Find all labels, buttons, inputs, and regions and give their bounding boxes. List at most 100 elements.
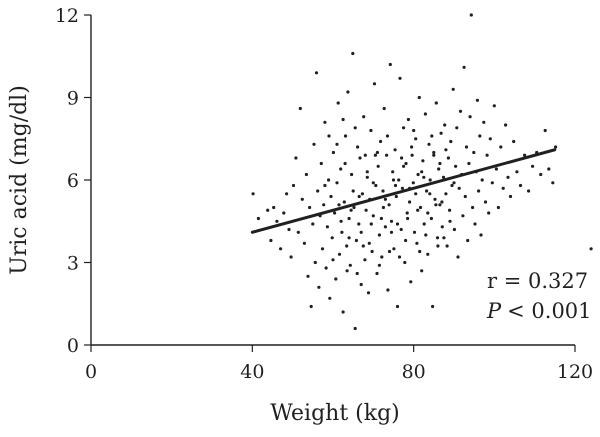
data-point: [375, 271, 379, 276]
data-point: [441, 175, 446, 179]
data-point: [383, 225, 387, 229]
data-point: [382, 106, 386, 111]
data-point: [337, 203, 341, 207]
data-point: [333, 211, 337, 215]
data-point: [469, 13, 473, 17]
data-point: [543, 128, 547, 133]
data-point: [415, 241, 419, 245]
y-tick-label: 12: [55, 5, 79, 27]
y-axis-ticks: 0 3 6 9 12: [55, 5, 91, 357]
y-tick-label: 6: [67, 170, 79, 192]
data-point: [448, 208, 452, 212]
data-point: [377, 263, 381, 267]
data-point: [523, 153, 527, 157]
data-point: [371, 181, 375, 185]
data-point: [341, 117, 345, 122]
data-point: [353, 126, 357, 130]
data-point: [426, 252, 430, 256]
data-point: [428, 178, 432, 182]
data-point: [427, 142, 431, 146]
data-point: [412, 128, 416, 133]
data-point: [285, 192, 289, 196]
data-point: [485, 153, 489, 157]
data-point: [589, 247, 593, 251]
data-point: [360, 192, 364, 196]
data-point: [416, 208, 420, 212]
data-point: [251, 192, 255, 196]
data-point: [322, 203, 326, 207]
data-point: [354, 238, 358, 243]
data-point: [423, 112, 427, 116]
data-point: [349, 208, 353, 212]
data-point: [414, 137, 418, 141]
data-point: [449, 139, 453, 144]
data-point: [421, 159, 425, 163]
y-tick-label: 3: [67, 253, 79, 275]
data-point: [370, 249, 374, 254]
data-point: [402, 126, 406, 130]
y-tick-label: 9: [67, 88, 79, 110]
data-point: [472, 150, 476, 155]
data-point: [389, 219, 394, 223]
data-point: [394, 194, 398, 199]
data-point: [353, 326, 357, 331]
data-point: [462, 65, 466, 69]
data-point: [331, 150, 335, 155]
data-point: [340, 230, 344, 234]
data-point: [302, 241, 306, 245]
data-point: [402, 164, 406, 168]
data-point: [376, 164, 380, 168]
data-point: [417, 95, 421, 100]
data-point: [400, 156, 404, 160]
data-point: [328, 296, 332, 300]
data-point: [361, 244, 365, 248]
data-point: [316, 189, 320, 193]
data-point: [351, 189, 355, 193]
data-point: [418, 249, 422, 254]
data-point: [335, 181, 339, 185]
data-point: [365, 170, 369, 174]
data-point: [499, 145, 503, 149]
data-point: [289, 255, 293, 259]
data-point: [336, 101, 340, 105]
data-point: [436, 244, 440, 248]
data-point: [335, 142, 339, 146]
x-tick-label: 120: [557, 361, 593, 383]
data-point: [387, 249, 392, 254]
data-point: [482, 120, 486, 124]
y-tick-label: 0: [67, 335, 79, 357]
data-point: [329, 194, 333, 199]
data-point: [420, 269, 424, 273]
data-point: [426, 211, 430, 215]
data-point: [412, 230, 417, 234]
data-point: [428, 192, 432, 196]
data-point: [467, 161, 471, 166]
data-point: [388, 62, 392, 67]
data-point: [403, 260, 407, 265]
data-point: [455, 126, 459, 130]
data-point: [452, 181, 456, 185]
data-point: [442, 236, 446, 240]
data-point: [512, 139, 516, 144]
data-point: [547, 167, 551, 171]
data-point: [296, 230, 300, 234]
data-point: [364, 208, 368, 212]
data-point: [287, 227, 291, 232]
data-point: [387, 203, 391, 207]
data-point: [410, 153, 414, 157]
data-point: [457, 186, 461, 190]
data-point: [309, 304, 313, 309]
x-tick-label: 80: [402, 361, 426, 383]
data-point: [313, 260, 317, 265]
data-point: [371, 214, 375, 218]
data-point: [346, 90, 350, 94]
data-point: [304, 172, 308, 177]
p-symbol: P: [486, 299, 502, 323]
data-point: [473, 222, 477, 226]
data-point: [298, 106, 302, 111]
data-point: [450, 183, 454, 188]
data-point: [358, 156, 362, 160]
data-point: [424, 233, 428, 237]
y-axis-label: Uric acid (mg/dl): [7, 85, 32, 275]
data-point: [451, 87, 455, 91]
